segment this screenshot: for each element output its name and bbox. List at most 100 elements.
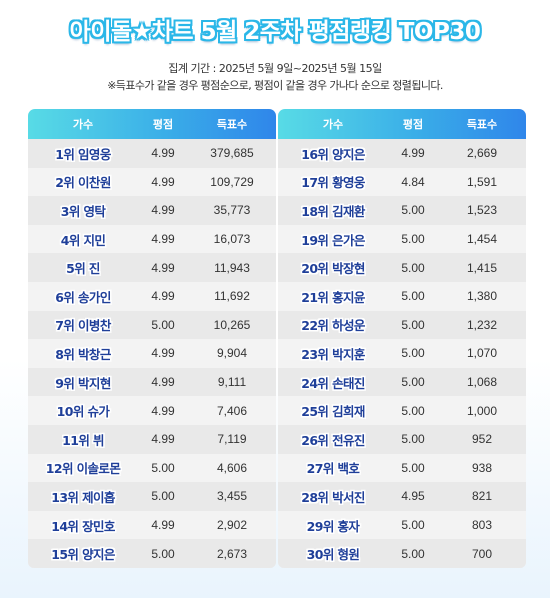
table-row: 28위 박서진 4.95 821 [278,482,526,511]
table-row: 24위 손태진 5.00 1,068 [278,367,526,397]
score-cell: 4.99 [151,260,175,275]
singer-rank-name: 17위 황영웅 [301,175,365,191]
votes-cell: 3,455 [216,489,248,504]
score-cell: 5.00 [401,460,425,475]
table-row: 23위 박지훈 5.00 1,070 [278,339,526,368]
singer-cell: 9위 박지현 [28,373,138,392]
table-row: 11위 뷔 4.99 7,119 [28,424,276,454]
table-row: 14위 장민호 4.99 2,902 [28,510,276,540]
singer-rank-name: 7위 이병찬 [55,318,111,334]
votes-cell: 803 [471,518,493,533]
singer-rank-name: 27위 백호 [306,461,360,477]
singer-rank-name: 20위 박장현 [301,261,365,277]
votes-cell: 821 [471,489,493,504]
singer-rank-name: 1위 임영웅 [55,146,111,162]
singer-rank-name: 18위 김재환 [301,203,365,219]
sorting-note: ※득표수가 같을 경우 평점순으로, 평점이 같을 경우 가나다 순으로 정렬됩… [107,79,443,92]
header-votes: 득표수 [466,118,498,131]
score-cell: 4.95 [401,489,425,504]
votes-cell: 1,523 [466,203,498,218]
singer-cell: 1위 임영웅 [28,144,138,163]
singer-cell: 7위 이병찬 [28,315,138,334]
score-cell: 4.99 [151,346,175,361]
votes-cell: 1,454 [466,232,498,247]
singer-cell: 18위 김재환 [278,201,388,220]
singer-rank-name: 6위 송가인 [55,289,111,305]
table-row: 25위 김희재 5.00 1,000 [278,396,526,425]
votes-cell: 2,673 [216,546,248,561]
singer-rank-name: 12위 이솔로몬 [45,461,121,477]
table-row: 21위 홍지윤 5.00 1,380 [278,281,526,311]
singer-rank-name: 9위 박지현 [55,375,111,391]
votes-cell: 7,119 [217,432,247,447]
score-cell: 4.99 [151,146,175,161]
votes-cell: 2,902 [216,518,248,533]
table-row: 19위 은가은 5.00 1,454 [278,224,526,254]
score-cell: 4.99 [151,518,175,533]
score-cell: 5.00 [401,260,425,275]
score-cell: 4.99 [151,403,175,418]
table-header: 가수 평점 득표수 [28,109,276,139]
score-cell: 5.00 [401,432,425,447]
header-score: 평점 [152,118,174,131]
singer-cell: 15위 양지은 [28,544,138,563]
table-row: 8위 박창근 4.99 9,904 [28,339,276,368]
singer-cell: 10위 슈가 [28,401,138,420]
singer-cell: 12위 이솔로몬 [28,458,138,477]
page-title: 아이돌★차트 5월 2주차 평점랭킹 TOP30 [69,19,481,45]
singer-rank-name: 8위 박창근 [55,346,111,362]
votes-cell: 1,415 [466,260,498,275]
table-row: 17위 황영웅 4.84 1,591 [278,167,526,197]
singer-cell: 29위 홍자 [278,516,388,535]
votes-cell: 700 [471,546,493,561]
score-cell: 5.00 [401,203,425,218]
singer-rank-name: 19위 은가은 [301,232,365,248]
score-cell: 5.00 [401,375,425,390]
votes-cell: 1,232 [466,317,498,332]
score-cell: 5.00 [151,546,175,561]
singer-rank-name: 14위 장민호 [51,518,115,534]
score-cell: 4.99 [401,146,425,161]
score-cell: 4.99 [151,432,175,447]
table-row: 10위 슈가 4.99 7,406 [28,396,276,425]
table-row: 29위 홍자 5.00 803 [278,510,526,540]
table-row: 13위 제이홉 5.00 3,455 [28,482,276,511]
singer-rank-name: 29위 홍자 [306,518,360,534]
singer-cell: 20위 박장현 [278,258,388,277]
singer-cell: 21위 홍지윤 [278,287,388,306]
score-cell: 5.00 [401,518,425,533]
score-cell: 5.00 [401,546,425,561]
votes-cell: 35,773 [213,203,251,218]
singer-cell: 26위 전유진 [278,430,388,449]
singer-rank-name: 26위 전유진 [301,432,365,448]
singer-cell: 24위 손태진 [278,373,388,392]
singer-cell: 28위 박서진 [278,487,388,506]
table-row: 15위 양지은 5.00 2,673 [28,539,276,568]
score-cell: 4.99 [151,203,175,218]
votes-cell: 11,692 [214,289,250,304]
singer-rank-name: 5위 진 [66,261,100,277]
votes-cell: 11,943 [214,260,250,275]
ranking-table-left: 가수 평점 득표수 1위 임영웅 4.99 379,685 2위 이찬원 4.99 109… [28,109,276,568]
singer-cell: 19위 은가은 [278,230,388,249]
singer-rank-name: 15위 양지은 [51,547,115,563]
score-cell: 4.99 [151,375,175,390]
table-row: 2위 이찬원 4.99 109,729 [28,167,276,197]
singer-cell: 3위 영탁 [28,201,138,220]
table-row: 12위 이솔로몬 5.00 4,606 [28,453,276,483]
singer-rank-name: 2위 이찬원 [55,175,111,191]
score-cell: 5.00 [151,460,175,475]
table-header: 가수 평점 득표수 [278,109,526,139]
score-cell: 4.99 [151,289,175,304]
singer-cell: 13위 제이홉 [28,487,138,506]
table-row: 16위 양지은 4.99 2,669 [278,139,526,168]
singer-cell: 6위 송가인 [28,287,138,306]
score-cell: 5.00 [401,346,425,361]
singer-cell: 22위 하성운 [278,315,388,334]
singer-cell: 2위 이찬원 [28,172,138,191]
votes-cell: 7,406 [216,403,248,418]
table-row: 18위 김재환 5.00 1,523 [278,196,526,225]
table-row: 7위 이병찬 5.00 10,265 [28,310,276,340]
score-cell: 5.00 [401,317,425,332]
singer-rank-name: 11위 뷔 [62,432,104,448]
